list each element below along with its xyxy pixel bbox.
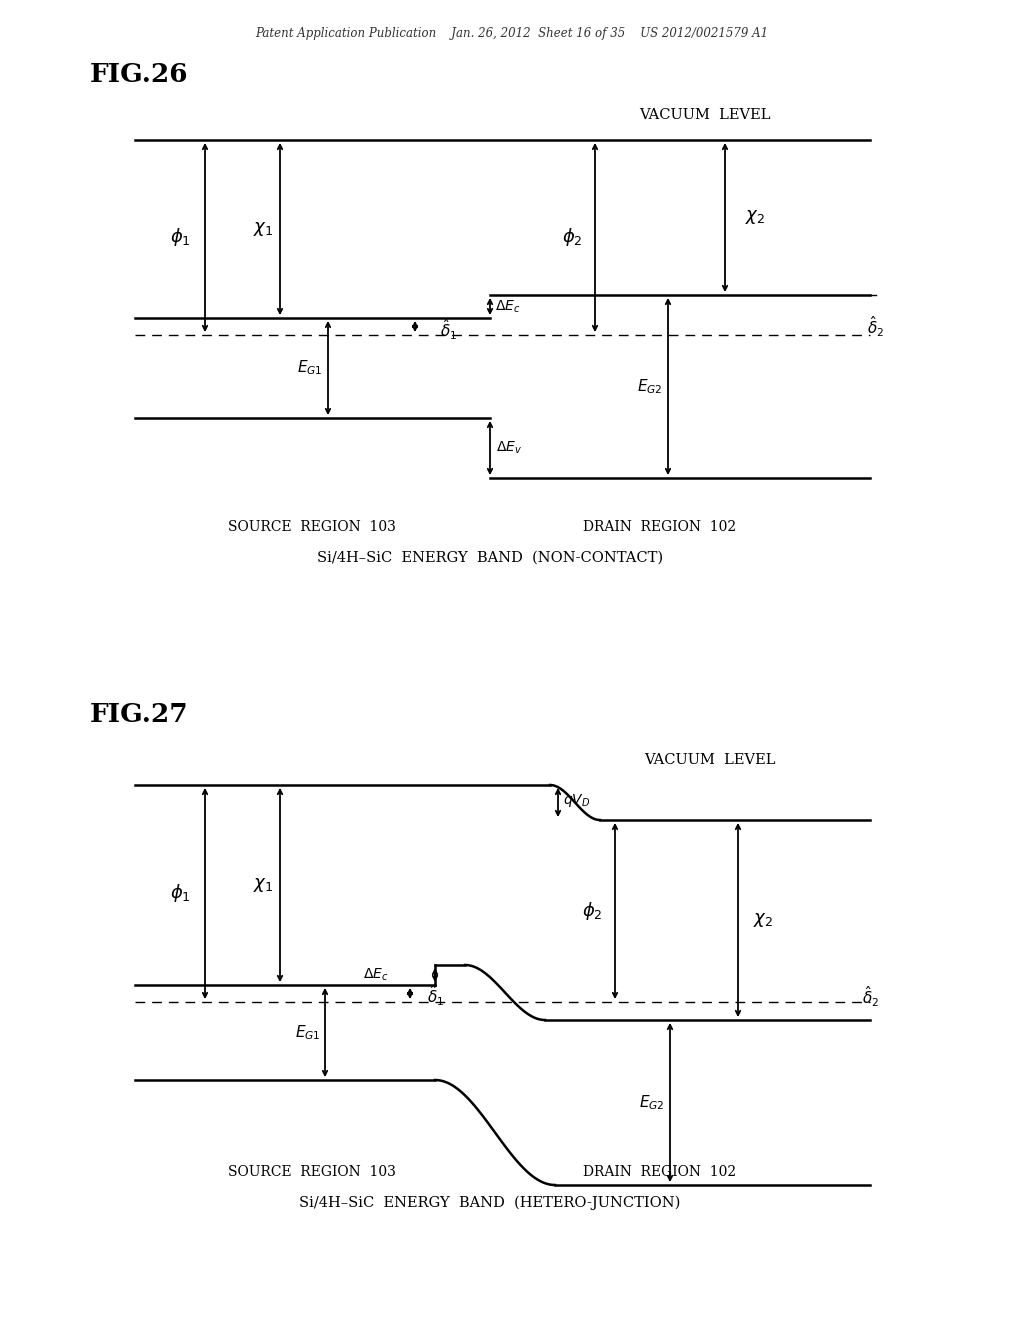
Text: Si/4H–SiC  ENERGY  BAND  (NON-CONTACT): Si/4H–SiC ENERGY BAND (NON-CONTACT) bbox=[317, 550, 664, 565]
Text: $\chi_1$: $\chi_1$ bbox=[253, 220, 273, 238]
Text: $\Delta E_v$: $\Delta E_v$ bbox=[496, 440, 522, 457]
Text: $\Delta E_c$: $\Delta E_c$ bbox=[495, 298, 520, 314]
Text: $\hat{\delta}_1$: $\hat{\delta}_1$ bbox=[440, 317, 457, 342]
Text: $E_{G2}$: $E_{G2}$ bbox=[639, 1093, 665, 1111]
Text: $\chi_2$: $\chi_2$ bbox=[745, 209, 765, 227]
Text: DRAIN  REGION  102: DRAIN REGION 102 bbox=[584, 1166, 736, 1179]
Text: DRAIN  REGION  102: DRAIN REGION 102 bbox=[584, 520, 736, 535]
Text: $\hat{\delta}_2$: $\hat{\delta}_2$ bbox=[867, 314, 884, 339]
Text: $\hat{\delta}_2$: $\hat{\delta}_2$ bbox=[862, 985, 880, 1010]
Text: $\phi_1$: $\phi_1$ bbox=[170, 883, 190, 904]
Text: $\phi_2$: $\phi_2$ bbox=[562, 227, 583, 248]
Text: VACUUM  LEVEL: VACUUM LEVEL bbox=[644, 752, 776, 767]
Text: Patent Application Publication    Jan. 26, 2012  Sheet 16 of 35    US 2012/00215: Patent Application Publication Jan. 26, … bbox=[255, 26, 769, 40]
Text: $\chi_1$: $\chi_1$ bbox=[253, 876, 273, 894]
Text: $E_{G1}$: $E_{G1}$ bbox=[297, 359, 323, 378]
Text: FIG.27: FIG.27 bbox=[90, 702, 188, 727]
Text: $\hat{\delta}_1$: $\hat{\delta}_1$ bbox=[427, 983, 444, 1007]
Text: Si/4H–SiC  ENERGY  BAND  (HETERO-JUNCTION): Si/4H–SiC ENERGY BAND (HETERO-JUNCTION) bbox=[299, 1196, 681, 1210]
Text: $E_{G1}$: $E_{G1}$ bbox=[295, 1023, 321, 1041]
Text: FIG.26: FIG.26 bbox=[90, 62, 188, 87]
Text: $\chi_2$: $\chi_2$ bbox=[753, 911, 773, 929]
Text: SOURCE  REGION  103: SOURCE REGION 103 bbox=[228, 520, 396, 535]
Text: VACUUM  LEVEL: VACUUM LEVEL bbox=[639, 108, 771, 121]
Text: $E_{G2}$: $E_{G2}$ bbox=[637, 378, 663, 396]
Text: $\Delta E_c$: $\Delta E_c$ bbox=[362, 966, 388, 983]
Text: SOURCE  REGION  103: SOURCE REGION 103 bbox=[228, 1166, 396, 1179]
Text: $\phi_2$: $\phi_2$ bbox=[582, 900, 602, 921]
Text: $\phi_1$: $\phi_1$ bbox=[170, 227, 190, 248]
Text: $qV_D$: $qV_D$ bbox=[563, 792, 591, 809]
